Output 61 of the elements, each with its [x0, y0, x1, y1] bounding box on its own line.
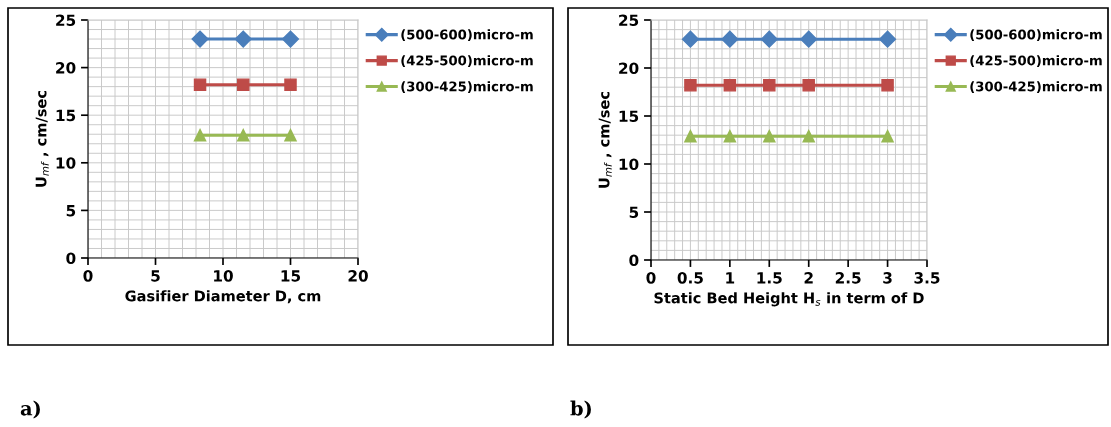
- point: [760, 30, 778, 48]
- point: [763, 129, 776, 143]
- point: [236, 78, 250, 91]
- point: [193, 128, 207, 142]
- point: [881, 129, 894, 143]
- y-tick-label: 25: [56, 14, 76, 27]
- y-tick-label: 5: [66, 205, 76, 217]
- y-tick-label: 10: [619, 158, 639, 171]
- x-tick-label: 10: [214, 270, 233, 282]
- x-axis-title: Static Bed Height H$_{s}$ in term of D: [654, 292, 924, 307]
- x-tick-label: 0.5: [677, 272, 703, 284]
- legend-label: (425-500)micro-m: [401, 55, 533, 67]
- point: [236, 128, 250, 142]
- legend-label: (500-600)micro-m: [401, 29, 533, 41]
- point: [881, 79, 894, 92]
- point: [684, 129, 697, 143]
- y-tick-label: 0: [66, 252, 76, 265]
- point: [802, 79, 815, 92]
- point: [191, 30, 209, 48]
- legend-label: (300-425)micro-m: [970, 81, 1102, 93]
- x-tick-label: 1: [726, 272, 735, 284]
- x-tick-label: 0: [646, 272, 656, 284]
- point: [234, 30, 252, 48]
- point: [800, 30, 818, 48]
- point: [723, 79, 737, 92]
- x-tick-label: 15: [281, 270, 301, 282]
- y-tick-label: 25: [619, 14, 639, 27]
- point: [763, 79, 776, 92]
- legend-label: (300-425)micro-m: [401, 81, 533, 93]
- y-axis-title: U$_{mf}$ , cm/sec: [598, 91, 612, 188]
- x-tick-label: 3.5: [914, 272, 940, 284]
- y-axis-title: U$_{mf}$ , cm/sec: [35, 90, 49, 187]
- point: [284, 78, 297, 91]
- x-tick-label: 3: [883, 272, 892, 284]
- y-tick-label: 5: [629, 206, 639, 219]
- x-tick-label: 1.5: [757, 272, 782, 284]
- x-tick-label: 5: [151, 270, 160, 282]
- legend-label: (425-500)micro-m: [970, 55, 1102, 67]
- text: b): [570, 400, 591, 419]
- y-tick-label: 15: [56, 109, 76, 122]
- point: [723, 129, 737, 143]
- legend-label: (500-600)micro-m: [970, 29, 1102, 41]
- x-tick-label: 2.5: [835, 272, 861, 284]
- point: [681, 30, 699, 48]
- point: [879, 30, 897, 48]
- point: [684, 79, 697, 92]
- y-tick-label: 0: [629, 254, 639, 267]
- point: [284, 128, 297, 142]
- y-tick-label: 20: [619, 62, 639, 75]
- y-tick-label: 10: [56, 157, 76, 169]
- x-tick-label: 0: [83, 270, 93, 282]
- point: [802, 129, 815, 143]
- point: [281, 30, 300, 48]
- x-tick-label: 20: [348, 270, 368, 282]
- x-axis-title: Gasifier Diameter D, cm: [125, 290, 321, 304]
- point: [193, 78, 207, 91]
- y-tick-label: 15: [619, 110, 639, 123]
- y-tick-label: 20: [56, 62, 76, 74]
- point: [721, 30, 739, 48]
- text: a): [20, 400, 40, 419]
- x-tick-label: 2: [804, 272, 813, 284]
